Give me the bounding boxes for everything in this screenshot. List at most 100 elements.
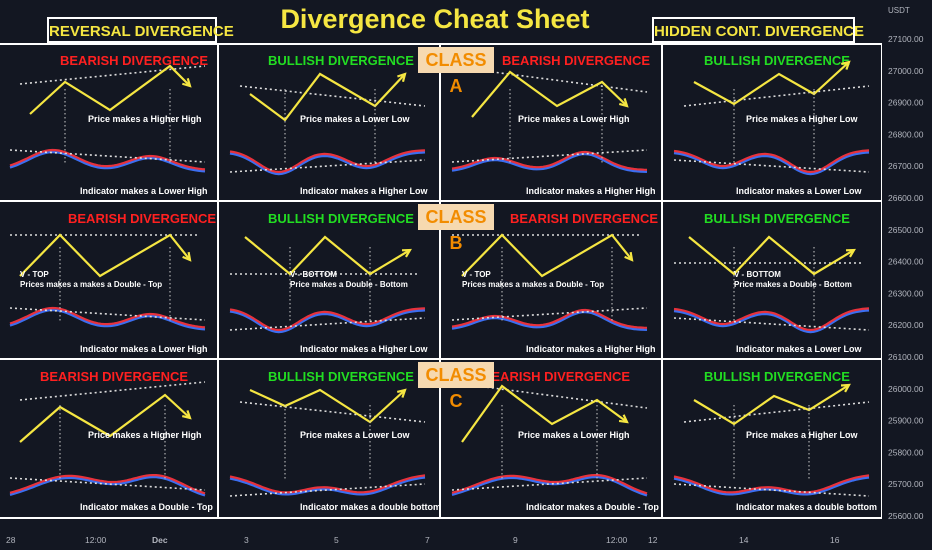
indicator-line-blue — [673, 309, 870, 334]
bullish-divergence-title: BULLISH DIVERGENCE — [268, 369, 414, 384]
indicator-line-red — [673, 474, 870, 494]
hidden-divergence-header: HIDDEN CONT. DIVERGENCE — [652, 17, 864, 43]
price-tick-label: 25900.00 — [888, 416, 924, 426]
indicator-line-blue — [451, 310, 648, 331]
time-tick-label: Dec — [152, 535, 168, 545]
price-trendline — [19, 381, 206, 401]
price-line — [693, 384, 850, 426]
price-arrow — [397, 72, 407, 83]
divergence-cell: BULLISH DIVERGENCE Price makes a Higher L… — [673, 369, 877, 512]
price-description: Price makes a Lower Low — [300, 430, 411, 440]
price-line — [693, 61, 850, 106]
price-line — [19, 393, 191, 443]
price-description: Price makes a Double - Bottom — [290, 280, 408, 289]
time-tick-label: 14 — [739, 535, 749, 545]
indicator-line-red — [451, 474, 648, 495]
class-b-label: CLASS B — [418, 204, 494, 253]
price-description: Price makes a Lower Low — [300, 114, 411, 124]
price-description: Price makes a Higher Low — [746, 430, 859, 440]
price-arrow — [618, 98, 629, 108]
indicator-line-blue — [451, 152, 648, 173]
indicator-line-blue — [673, 151, 870, 176]
price-description: Price makes a Lower High — [518, 430, 630, 440]
price-tick-label: 26400.00 — [888, 257, 924, 267]
indicator-line-red — [451, 150, 648, 171]
price-tick-label: 26200.00 — [888, 320, 924, 330]
price-tick-label: 26300.00 — [888, 288, 924, 298]
price-description: V - TOP — [462, 270, 491, 279]
price-description: Price makes a Higher High — [88, 114, 202, 124]
bearish-divergence-title: BEARISH DIVERGENCE — [60, 53, 208, 68]
price-line — [688, 235, 855, 276]
indicator-line-blue — [9, 475, 206, 497]
reversal-divergence-header: REVERSAL DIVERGENCE — [47, 17, 234, 43]
bullish-divergence-title: BULLISH DIVERGENCE — [268, 53, 414, 68]
indicator-line-red — [451, 308, 648, 329]
indicator-description: Indicator makes a Lower Low — [736, 344, 863, 354]
price-line — [249, 72, 406, 122]
price-trendline — [239, 401, 426, 423]
price-trendline — [683, 85, 870, 107]
indicator-description: Indicator makes a Lower High — [80, 344, 208, 354]
time-tick-label: 3 — [244, 535, 249, 545]
price-description: V - BOTTOM — [734, 270, 781, 279]
price-line — [244, 235, 411, 276]
time-tick-label: 5 — [334, 535, 339, 545]
indicator-line-blue — [9, 308, 206, 331]
divergence-cell: BULLISH DIVERGENCE Price makes a Lower Lo… — [229, 53, 429, 196]
indicator-line-red — [9, 306, 206, 329]
indicator-line-red — [229, 474, 426, 494]
indicator-description: Indicator makes a Higher Low — [300, 344, 429, 354]
price-description: V - TOP — [20, 270, 49, 279]
price-line — [461, 233, 633, 278]
price-tick-label: 26700.00 — [888, 161, 924, 171]
axis-currency: USDT — [888, 6, 910, 15]
price-trendline — [461, 383, 648, 409]
bearish-divergence-title: BEARISH DIVERGENCE — [68, 211, 216, 226]
bullish-divergence-title: BULLISH DIVERGENCE — [704, 369, 850, 384]
time-tick-label: 12:00 — [85, 535, 107, 545]
bearish-divergence-title: BEARISH DIVERGENCE — [502, 53, 650, 68]
class-a-label: CLASS A — [418, 47, 494, 96]
price-arrow — [840, 383, 851, 393]
price-tick-label: 25800.00 — [888, 447, 924, 457]
indicator-description: Indicator makes a Double - Top — [80, 502, 213, 512]
price-tick-label: 27000.00 — [888, 66, 924, 76]
price-tick-label: 26500.00 — [888, 225, 924, 235]
page-title: Divergence Cheat Sheet — [280, 4, 590, 34]
time-tick-label: 9 — [513, 535, 518, 545]
indicator-description: Indicator makes a Lower High — [80, 186, 208, 196]
price-line — [29, 64, 191, 115]
divergence-cell: BULLISH DIVERGENCE Price makes a Higher L… — [673, 53, 870, 196]
indicator-line-red — [229, 149, 426, 174]
indicator-line-red — [9, 474, 206, 495]
time-tick-label: 7 — [425, 535, 430, 545]
price-arrow — [624, 251, 634, 262]
bullish-divergence-title: BULLISH DIVERGENCE — [704, 53, 850, 68]
price-tick-label: 26900.00 — [888, 98, 924, 108]
indicator-line-blue — [9, 150, 206, 173]
price-description: Price makes a Higher Low — [746, 114, 859, 124]
time-tick-label: 12:00 — [606, 535, 628, 545]
price-description: Prices makes a makes a Double - Top — [20, 280, 162, 289]
time-axis: 28 12:00 Dec 3 5 7 9 12:00 12 14 16 — [0, 520, 882, 550]
price-tick-label: 26100.00 — [888, 352, 924, 362]
price-tick-label: 26600.00 — [888, 193, 924, 203]
price-axis: USDT 27100.00 27000.00 26900.00 26800.00 2670… — [882, 0, 932, 550]
indicator-description: Indicator makes a double bottom — [300, 502, 441, 512]
price-line — [19, 233, 191, 278]
price-line — [461, 384, 628, 443]
divergence-cell: BEARISH DIVERGENCE Price makes a Higher H… — [9, 53, 208, 196]
divergence-cell: BEARISH DIVERGENCE Price makes a Higher H… — [9, 369, 213, 512]
price-arrow — [182, 78, 192, 88]
price-description: Price makes a Lower High — [518, 114, 630, 124]
price-description: Price makes a Double - Bottom — [734, 280, 852, 289]
indicator-line-blue — [229, 476, 426, 496]
bullish-divergence-title: BULLISH DIVERGENCE — [704, 211, 850, 226]
indicator-description: Indicator makes a Lower Low — [736, 186, 863, 196]
price-axis-bg — [882, 0, 932, 550]
divergence-cell: BULLISH DIVERGENCE Price makes a Lower Lo… — [229, 369, 441, 512]
